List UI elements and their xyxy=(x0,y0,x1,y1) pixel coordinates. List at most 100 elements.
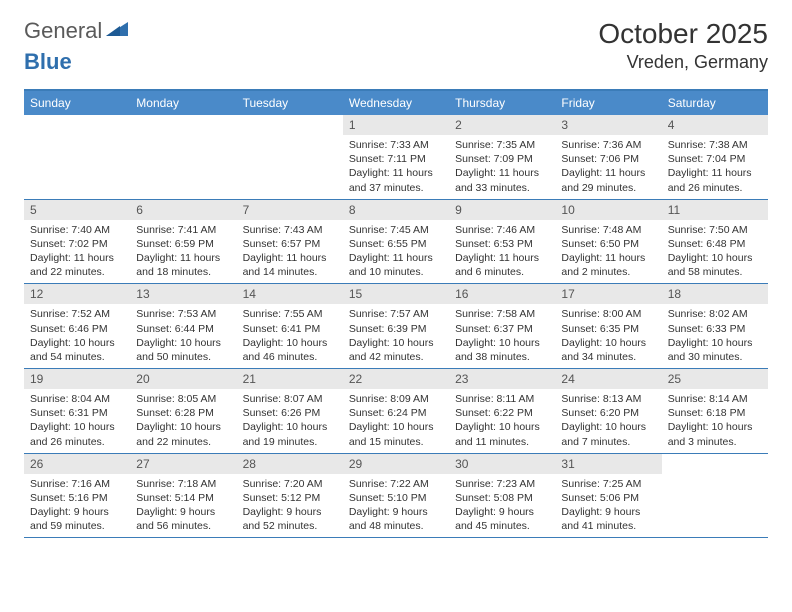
date-number xyxy=(24,115,130,121)
day-cell: 2Sunrise: 7:35 AMSunset: 7:09 PMDaylight… xyxy=(449,115,555,199)
daylight-text: Daylight: 10 hours and 42 minutes. xyxy=(349,336,443,364)
daylight-text: Daylight: 9 hours and 45 minutes. xyxy=(455,505,549,533)
sunrise-text: Sunrise: 7:41 AM xyxy=(136,223,230,237)
day-details: Sunrise: 7:45 AMSunset: 6:55 PMDaylight:… xyxy=(343,220,449,284)
day-details: Sunrise: 7:35 AMSunset: 7:09 PMDaylight:… xyxy=(449,135,555,199)
sunset-text: Sunset: 7:06 PM xyxy=(561,152,655,166)
sunrise-text: Sunrise: 7:25 AM xyxy=(561,477,655,491)
daylight-text: Daylight: 10 hours and 7 minutes. xyxy=(561,420,655,448)
date-number: 3 xyxy=(555,115,661,135)
day-details: Sunrise: 8:00 AMSunset: 6:35 PMDaylight:… xyxy=(555,304,661,368)
date-number: 4 xyxy=(662,115,768,135)
daylight-text: Daylight: 10 hours and 38 minutes. xyxy=(455,336,549,364)
sunset-text: Sunset: 6:24 PM xyxy=(349,406,443,420)
day-cell: 23Sunrise: 8:11 AMSunset: 6:22 PMDayligh… xyxy=(449,369,555,453)
sunrise-text: Sunrise: 8:13 AM xyxy=(561,392,655,406)
sunrise-text: Sunrise: 7:35 AM xyxy=(455,138,549,152)
date-number: 20 xyxy=(130,369,236,389)
day-cell: 9Sunrise: 7:46 AMSunset: 6:53 PMDaylight… xyxy=(449,200,555,284)
date-number: 17 xyxy=(555,284,661,304)
day-cell: 20Sunrise: 8:05 AMSunset: 6:28 PMDayligh… xyxy=(130,369,236,453)
week-row: 12Sunrise: 7:52 AMSunset: 6:46 PMDayligh… xyxy=(24,284,768,369)
day-header-sat: Saturday xyxy=(662,91,768,115)
daylight-text: Daylight: 11 hours and 18 minutes. xyxy=(136,251,230,279)
day-cell: 28Sunrise: 7:20 AMSunset: 5:12 PMDayligh… xyxy=(237,454,343,538)
sunrise-text: Sunrise: 7:50 AM xyxy=(668,223,762,237)
date-number: 22 xyxy=(343,369,449,389)
day-details: Sunrise: 7:52 AMSunset: 6:46 PMDaylight:… xyxy=(24,304,130,368)
day-details: Sunrise: 7:23 AMSunset: 5:08 PMDaylight:… xyxy=(449,474,555,538)
daylight-text: Daylight: 11 hours and 6 minutes. xyxy=(455,251,549,279)
sunset-text: Sunset: 6:31 PM xyxy=(30,406,124,420)
month-title: October 2025 xyxy=(598,18,768,50)
sunset-text: Sunset: 7:02 PM xyxy=(30,237,124,251)
daylight-text: Daylight: 10 hours and 46 minutes. xyxy=(243,336,337,364)
date-number: 13 xyxy=(130,284,236,304)
day-cell: 30Sunrise: 7:23 AMSunset: 5:08 PMDayligh… xyxy=(449,454,555,538)
date-number: 27 xyxy=(130,454,236,474)
sunset-text: Sunset: 6:26 PM xyxy=(243,406,337,420)
day-cell xyxy=(130,115,236,199)
sunrise-text: Sunrise: 7:53 AM xyxy=(136,307,230,321)
daylight-text: Daylight: 10 hours and 11 minutes. xyxy=(455,420,549,448)
sunset-text: Sunset: 6:50 PM xyxy=(561,237,655,251)
sunrise-text: Sunrise: 8:02 AM xyxy=(668,307,762,321)
day-header-sun: Sunday xyxy=(24,91,130,115)
sunrise-text: Sunrise: 7:46 AM xyxy=(455,223,549,237)
date-number: 14 xyxy=(237,284,343,304)
day-cell: 29Sunrise: 7:22 AMSunset: 5:10 PMDayligh… xyxy=(343,454,449,538)
date-number xyxy=(237,115,343,121)
sunrise-text: Sunrise: 8:14 AM xyxy=(668,392,762,406)
day-details: Sunrise: 7:20 AMSunset: 5:12 PMDaylight:… xyxy=(237,474,343,538)
date-number: 8 xyxy=(343,200,449,220)
daylight-text: Daylight: 9 hours and 41 minutes. xyxy=(561,505,655,533)
date-number: 26 xyxy=(24,454,130,474)
sunrise-text: Sunrise: 7:48 AM xyxy=(561,223,655,237)
sunrise-text: Sunrise: 8:11 AM xyxy=(455,392,549,406)
date-number: 6 xyxy=(130,200,236,220)
sunset-text: Sunset: 6:18 PM xyxy=(668,406,762,420)
date-number: 10 xyxy=(555,200,661,220)
date-number: 29 xyxy=(343,454,449,474)
day-cell: 3Sunrise: 7:36 AMSunset: 7:06 PMDaylight… xyxy=(555,115,661,199)
date-number: 7 xyxy=(237,200,343,220)
daylight-text: Daylight: 9 hours and 56 minutes. xyxy=(136,505,230,533)
day-cell: 12Sunrise: 7:52 AMSunset: 6:46 PMDayligh… xyxy=(24,284,130,368)
daylight-text: Daylight: 11 hours and 10 minutes. xyxy=(349,251,443,279)
date-number: 25 xyxy=(662,369,768,389)
day-cell: 6 Sunrise: 7:41 AMSunset: 6:59 PMDaylight… xyxy=(130,200,236,284)
day-details: Sunrise: 8:11 AMSunset: 6:22 PMDaylight:… xyxy=(449,389,555,453)
day-cell: 27Sunrise: 7:18 AMSunset: 5:14 PMDayligh… xyxy=(130,454,236,538)
date-number: 1 xyxy=(343,115,449,135)
day-cell: 8Sunrise: 7:45 AMSunset: 6:55 PMDaylight… xyxy=(343,200,449,284)
day-cell: 26Sunrise: 7:16 AMSunset: 5:16 PMDayligh… xyxy=(24,454,130,538)
sunrise-text: Sunrise: 7:38 AM xyxy=(668,138,762,152)
day-cell: 18Sunrise: 8:02 AMSunset: 6:33 PMDayligh… xyxy=(662,284,768,368)
date-number: 30 xyxy=(449,454,555,474)
date-number: 11 xyxy=(662,200,768,220)
daylight-text: Daylight: 9 hours and 48 minutes. xyxy=(349,505,443,533)
day-cell xyxy=(662,454,768,538)
day-details: Sunrise: 7:38 AMSunset: 7:04 PMDaylight:… xyxy=(662,135,768,199)
day-cell: 1 Sunrise: 7:33 AMSunset: 7:11 PMDaylight… xyxy=(343,115,449,199)
day-details: Sunrise: 8:09 AMSunset: 6:24 PMDaylight:… xyxy=(343,389,449,453)
day-details: Sunrise: 7:16 AMSunset: 5:16 PMDaylight:… xyxy=(24,474,130,538)
daylight-text: Daylight: 11 hours and 22 minutes. xyxy=(30,251,124,279)
date-number: 9 xyxy=(449,200,555,220)
daylight-text: Daylight: 11 hours and 37 minutes. xyxy=(349,166,443,194)
day-details: Sunrise: 7:40 AMSunset: 7:02 PMDaylight:… xyxy=(24,220,130,284)
day-cell: 21Sunrise: 8:07 AMSunset: 6:26 PMDayligh… xyxy=(237,369,343,453)
sunrise-text: Sunrise: 8:05 AM xyxy=(136,392,230,406)
date-number: 12 xyxy=(24,284,130,304)
sunrise-text: Sunrise: 7:52 AM xyxy=(30,307,124,321)
date-number: 28 xyxy=(237,454,343,474)
sunset-text: Sunset: 7:09 PM xyxy=(455,152,549,166)
day-details: Sunrise: 8:05 AMSunset: 6:28 PMDaylight:… xyxy=(130,389,236,453)
daylight-text: Daylight: 10 hours and 50 minutes. xyxy=(136,336,230,364)
sunset-text: Sunset: 7:11 PM xyxy=(349,152,443,166)
week-row: 19Sunrise: 8:04 AMSunset: 6:31 PMDayligh… xyxy=(24,369,768,454)
sunset-text: Sunset: 6:59 PM xyxy=(136,237,230,251)
date-number: 15 xyxy=(343,284,449,304)
daylight-text: Daylight: 11 hours and 33 minutes. xyxy=(455,166,549,194)
sunrise-text: Sunrise: 7:33 AM xyxy=(349,138,443,152)
